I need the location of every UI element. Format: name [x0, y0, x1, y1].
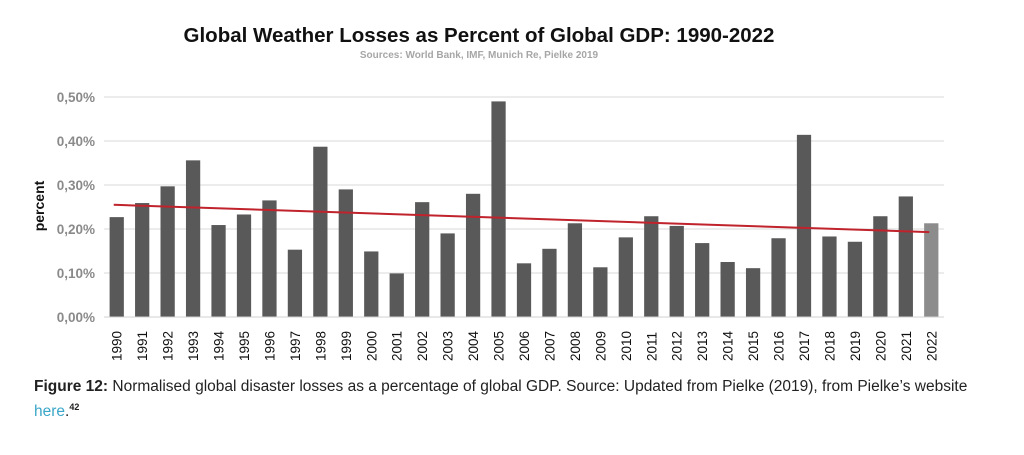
chart-title: Global Weather Losses as Percent of Glob…: [183, 24, 775, 47]
x-tick-label: 2015: [746, 331, 761, 361]
bar-2017: [796, 134, 812, 317]
bar-2022: [924, 223, 939, 317]
x-tick-label: 2014: [721, 330, 736, 361]
bar-1993: [185, 160, 201, 317]
bar-2007: [542, 248, 557, 317]
x-tick-label: 2019: [848, 331, 863, 361]
bar-2008: [567, 223, 583, 317]
bar-2011: [644, 216, 659, 317]
trendline: [113, 203, 930, 234]
bar-2015: [745, 268, 761, 317]
bar-chart: 0,00% 0,10% 0,20% 0,30% 0,40% 0,50% percent 1…: [31, 90, 944, 361]
x-tick-label: 1994: [212, 330, 227, 361]
x-tick-label: 2001: [390, 331, 405, 361]
x-tick-label: 1990: [110, 331, 125, 361]
x-tick-label: 2009: [593, 331, 608, 361]
bar-2021: [898, 196, 913, 317]
bar-2000: [364, 251, 379, 317]
bar-2006: [516, 263, 532, 317]
x-tick-label: 2008: [568, 331, 583, 361]
bar-2001: [389, 273, 404, 317]
bar-2002: [415, 202, 430, 317]
bar-2018: [822, 236, 837, 317]
x-tick-label: 1995: [237, 331, 252, 361]
bar-2005: [491, 101, 506, 318]
x-tick-label: 1999: [339, 331, 354, 361]
caption-link[interactable]: here: [34, 403, 66, 420]
y-tick-label: 0,00%: [57, 310, 95, 325]
x-tick-label: 2010: [619, 331, 634, 361]
bar-2010: [618, 237, 633, 317]
x-tick-label: 2007: [542, 331, 557, 361]
x-tick-label: 2016: [772, 331, 787, 361]
caption-after-link: .: [65, 403, 70, 420]
footnote-marker: 42: [69, 402, 80, 412]
chart-subtitle: Sources: World Bank, IMF, Munich Re, Pie…: [359, 50, 599, 61]
bar-2004: [465, 193, 481, 317]
bar-2013: [695, 243, 710, 317]
x-tick-label: 2022: [924, 331, 939, 361]
bar-2020: [873, 216, 888, 317]
x-tick-label: 2002: [415, 331, 430, 361]
x-tick-label: 2000: [364, 331, 379, 361]
bar-2003: [440, 233, 455, 317]
bar-1996: [262, 200, 277, 317]
bar-1994: [211, 225, 226, 317]
y-axis-label: percent: [31, 180, 47, 231]
x-tick-label: 1992: [161, 331, 176, 361]
bar-2014: [720, 262, 735, 317]
bar-2012: [669, 225, 684, 317]
x-tick-label: 2012: [670, 331, 685, 361]
x-tick-label: 1993: [186, 331, 201, 361]
x-tick-label: 1996: [262, 331, 277, 361]
figure-caption: Figure 12: Normalised global disaster lo…: [34, 377, 994, 422]
y-tick-label: 0,30%: [57, 178, 95, 193]
bar-2019: [847, 241, 863, 317]
bar-1999: [338, 189, 353, 317]
x-tick-label: 2005: [492, 331, 507, 361]
y-tick-label: 0,50%: [57, 90, 95, 105]
x-axis-ticks: 1990 1991 1992 1993 1994 1995 1996 1997 1998 1999…: [110, 330, 940, 361]
bar-1990: [109, 217, 124, 317]
bar-1991: [135, 203, 150, 317]
bar-2016: [771, 238, 786, 317]
x-tick-label: 2017: [797, 331, 812, 361]
x-tick-label: 2003: [441, 331, 456, 361]
trendline-group: [113, 203, 930, 234]
gridlines: [104, 96, 944, 274]
bars: [109, 101, 939, 318]
bar-1995: [236, 214, 252, 317]
x-tick-label: 2011: [644, 332, 659, 361]
x-tick-label: 1998: [313, 331, 328, 361]
figure-label: Figure 12:: [34, 378, 109, 395]
x-tick-label: 2020: [873, 331, 888, 361]
bar-1997: [287, 249, 303, 317]
bar-1998: [313, 146, 328, 317]
bar-1992: [160, 186, 175, 317]
x-tick-label: 2013: [695, 331, 710, 361]
caption-text: Normalised global disaster losses as a p…: [108, 378, 968, 395]
x-tick-label: 1997: [288, 331, 303, 361]
x-tick-label: 2006: [517, 331, 532, 361]
x-tick-label: 2021: [899, 331, 914, 361]
y-tick-label: 0,10%: [57, 266, 95, 281]
x-tick-label: 1991: [135, 331, 150, 361]
bar-2009: [593, 267, 608, 317]
x-tick-label: 2018: [822, 331, 837, 361]
x-tick-label: 2004: [466, 330, 481, 361]
y-tick-label: 0,40%: [57, 134, 95, 149]
y-tick-label: 0,20%: [57, 222, 95, 237]
y-axis-ticks: 0,00% 0,10% 0,20% 0,30% 0,40% 0,50%: [57, 90, 95, 325]
